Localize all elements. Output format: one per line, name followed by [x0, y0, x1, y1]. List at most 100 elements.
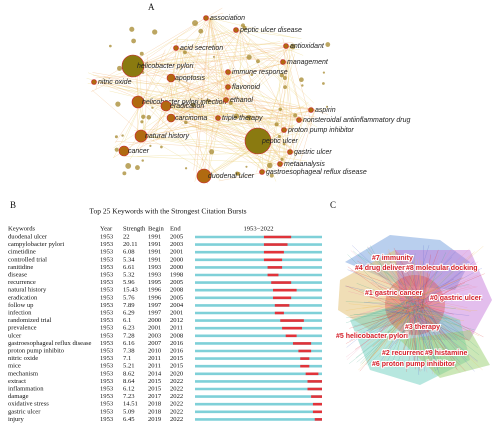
network-edge: [205, 17, 211, 177]
network-edge: [384, 261, 419, 309]
network-node: [149, 144, 152, 147]
network-node: [281, 127, 287, 133]
network-edge: [411, 270, 454, 314]
table-cell: 1953: [100, 355, 114, 362]
network-node: [244, 127, 272, 155]
node-label: metaanalysis: [284, 161, 325, 168]
network-node: [256, 59, 260, 64]
network-edge: [113, 71, 233, 148]
network-edge: [174, 77, 304, 122]
network-node: [209, 149, 215, 155]
network-edge: [350, 298, 409, 319]
network-edge: [373, 295, 412, 340]
network-edge: [219, 83, 223, 119]
table-cell: 1953: [100, 272, 114, 279]
network-edge: [367, 311, 424, 366]
network-edge: [412, 314, 470, 341]
network-edge: [153, 47, 181, 142]
network-edge: [179, 86, 233, 116]
network-edge: [124, 151, 295, 157]
network-edge: [424, 252, 446, 300]
network-edge: [294, 109, 316, 160]
network-edge: [353, 250, 416, 307]
network-edge: [175, 97, 316, 111]
table-cell: 1993: [148, 264, 162, 271]
network-edge: [283, 114, 292, 165]
node-label: helicobacter pylori: [137, 63, 194, 70]
network-edge: [388, 249, 409, 297]
table-cell: 2022: [170, 416, 183, 423]
network-edge: [381, 297, 407, 338]
network-edge: [177, 51, 288, 63]
network-edge: [229, 53, 281, 101]
table-cell: 1953: [100, 264, 114, 271]
network-edge: [384, 310, 414, 315]
network-node: [325, 105, 329, 108]
network-edge: [422, 301, 425, 372]
network-edge: [354, 312, 409, 350]
table-cell: damage: [8, 393, 29, 400]
node-label: gastric ulcer: [294, 149, 332, 156]
network-edge: [393, 247, 425, 304]
network-edge: [136, 49, 300, 67]
table-cell: 2011: [170, 325, 183, 332]
table-cell: 20.11: [123, 241, 138, 248]
table-cell: 7.23: [123, 393, 135, 400]
network-node: [283, 43, 289, 49]
node-label: duodenal ulcer: [208, 173, 255, 180]
network-node: [134, 129, 148, 143]
table-cell: 5.21: [123, 363, 135, 370]
table-cell: 2001: [170, 310, 183, 317]
network-edge: [411, 298, 418, 333]
network-node: [160, 145, 163, 149]
network-edge: [385, 311, 414, 350]
network-edge: [144, 56, 148, 137]
panel-letter: A: [148, 2, 155, 12]
table-cell: 5.96: [123, 279, 135, 286]
network-edge: [141, 68, 233, 103]
network-edge: [349, 307, 412, 316]
network-edge: [424, 285, 434, 301]
network-node: [146, 115, 152, 120]
network-edge: [92, 74, 316, 111]
network-node: [299, 77, 304, 83]
table-cell: disease: [8, 272, 27, 279]
network-edge: [394, 306, 407, 318]
network-edge: [95, 71, 233, 79]
table-cell: 1953: [100, 348, 114, 355]
network-edge: [387, 250, 408, 309]
table-cell: mechanism: [8, 370, 39, 377]
network-edge: [141, 49, 166, 103]
table-title: Top 25 Keywords with the Strongest Citat…: [89, 207, 246, 216]
node-label: apoptosis: [175, 75, 205, 82]
network-node: [131, 95, 145, 109]
network-edge: [209, 17, 281, 123]
node-label: natural history: [145, 133, 189, 140]
network-edge: [160, 104, 267, 173]
network-edge: [314, 109, 327, 111]
network-edge: [169, 45, 291, 79]
network-edge: [395, 299, 425, 368]
network-node: [129, 26, 135, 32]
table-cell: 6.16: [123, 340, 135, 347]
network-edge: [406, 302, 456, 309]
network-node: [223, 97, 229, 103]
table-cell: 1997: [148, 310, 162, 317]
network-edge: [144, 47, 181, 105]
table-cell: 1953: [100, 302, 114, 309]
network-edge: [388, 252, 419, 300]
network-node: [166, 73, 176, 83]
table-cell: 7.28: [123, 332, 135, 339]
node-label: carcinoma: [175, 115, 207, 122]
network-node: [228, 100, 233, 105]
network-node: [131, 38, 136, 44]
table-cell: 15.43: [123, 287, 139, 294]
network-node: [160, 100, 172, 112]
table-cell: follow up: [8, 302, 34, 309]
network-node: [125, 163, 132, 169]
network-edge: [422, 314, 483, 371]
network-edge: [127, 105, 159, 152]
network-edge: [179, 47, 215, 118]
table-cell: extract: [8, 378, 26, 385]
network-edge: [191, 29, 241, 58]
